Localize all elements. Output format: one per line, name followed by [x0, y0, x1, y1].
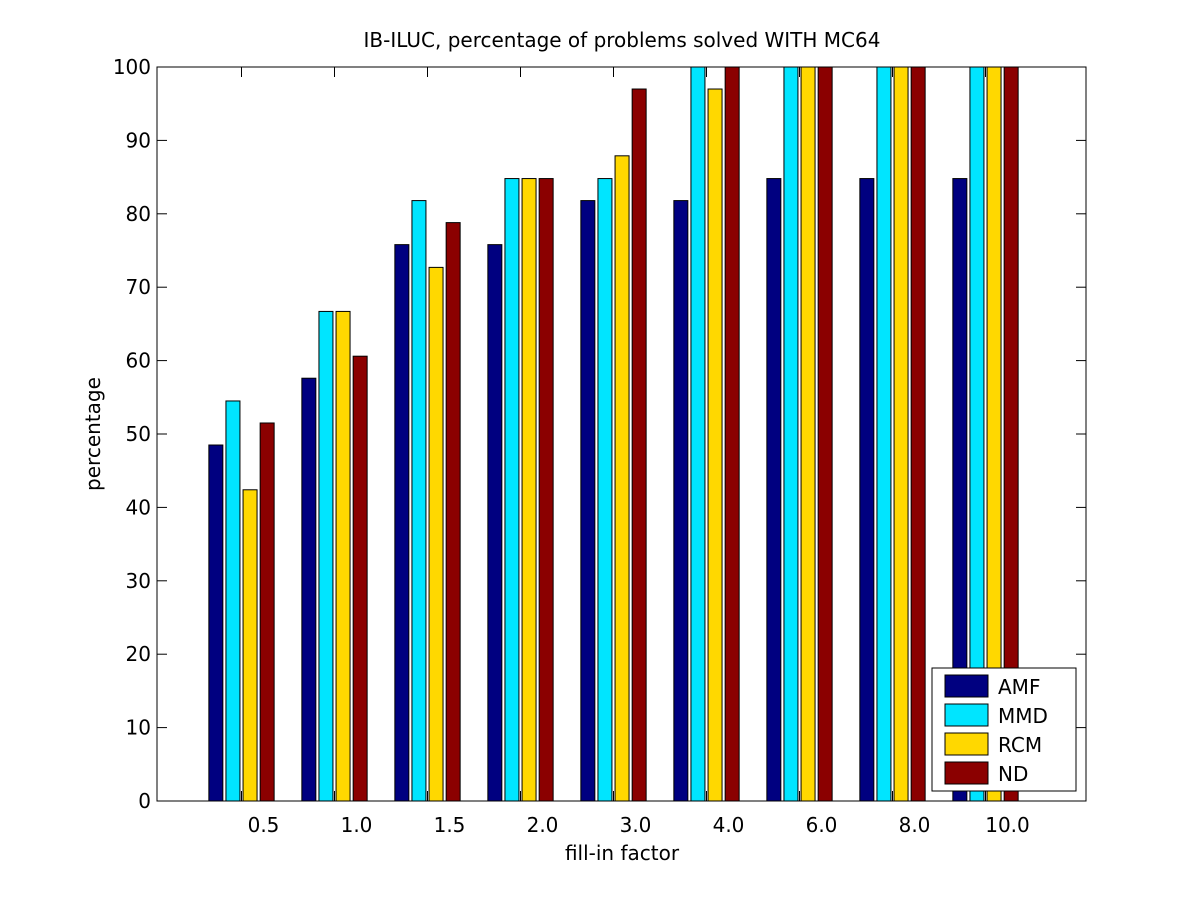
legend-swatch-rcm [944, 732, 989, 756]
x-tick-label: 4.0 [713, 813, 745, 837]
y-tick-label: 50 [126, 422, 151, 446]
x-tick-label: 3.0 [620, 813, 652, 837]
x-axis-label: fill-in factor [565, 841, 680, 865]
bar-rcm-1.5 [428, 266, 444, 802]
bar-rcm-4.0 [707, 88, 723, 802]
bar-mmd-4.0 [690, 66, 706, 802]
bar-nd-3.0 [631, 88, 647, 802]
bar-rcm-2.0 [521, 178, 537, 802]
bar-mmd-1.0 [318, 310, 334, 802]
legend-label-amf: AMF [998, 675, 1040, 699]
bar-nd-6.0 [817, 66, 833, 802]
bar-amf-6.0 [766, 178, 782, 802]
bar-rcm-10.0 [986, 66, 1002, 802]
x-tick-label: 1.0 [341, 813, 373, 837]
chart-title: IB-ILUC, percentage of problems solved W… [364, 28, 881, 52]
bar-amf-4.0 [673, 200, 689, 802]
bar-mmd-3.0 [597, 178, 613, 802]
bar-nd-2.0 [538, 178, 554, 802]
y-axis-label: percentage [81, 377, 105, 491]
bar-amf-8.0 [859, 178, 875, 802]
legend-swatch-nd [944, 761, 989, 785]
legend-label-nd: ND [998, 762, 1028, 786]
bar-rcm-0.5 [242, 489, 258, 802]
bar-mmd-8.0 [876, 66, 892, 802]
x-tick-label: 2.0 [527, 813, 559, 837]
x-tick-label: 0.5 [248, 813, 280, 837]
bar-nd-1.5 [445, 222, 461, 802]
y-tick-label: 0 [138, 789, 151, 813]
y-tick-label: 30 [126, 569, 151, 593]
bar-amf-1.5 [394, 244, 410, 802]
legend-label-rcm: RCM [998, 733, 1042, 757]
plot-area: 0 10 20 30 40 50 60 70 80 90 100 0.5 1.0 1.5 2.0 3.0 4.0… [113, 55, 1087, 837]
y-tick-label: 40 [126, 495, 151, 519]
bar-nd-8.0 [910, 66, 926, 802]
x-tick-label: 6.0 [806, 813, 838, 837]
y-tick-label: 20 [126, 642, 151, 666]
x-tick-label: 8.0 [899, 813, 931, 837]
legend-swatch-mmd [944, 703, 989, 727]
bar-mmd-0.5 [225, 400, 241, 802]
legend-swatch-amf [944, 674, 989, 698]
bar-rcm-1.0 [335, 310, 351, 802]
bar-amf-0.5 [208, 444, 224, 802]
bar-amf-10.0 [952, 178, 968, 802]
y-tick-label: 60 [126, 349, 151, 373]
x-tick-label: 10.0 [985, 813, 1030, 837]
x-tick-label: 1.5 [434, 813, 466, 837]
bar-nd-10.0 [1003, 66, 1019, 802]
bar-amf-1.0 [301, 377, 317, 802]
y-tick-label: 70 [126, 275, 151, 299]
y-tick-label: 80 [126, 202, 151, 226]
bar-nd-4.0 [724, 66, 740, 802]
bar-mmd-10.0 [969, 66, 985, 802]
y-tick-label: 100 [113, 55, 151, 79]
y-tick-label: 10 [126, 716, 151, 740]
legend: AMF MMD RCM ND [931, 667, 1077, 792]
bar-rcm-6.0 [800, 66, 816, 802]
bar-amf-2.0 [487, 244, 503, 802]
bar-rcm-8.0 [893, 66, 909, 802]
bar-mmd-6.0 [783, 66, 799, 802]
bar-nd-1.0 [352, 355, 368, 802]
bar-amf-3.0 [580, 200, 596, 802]
bar-nd-0.5 [259, 422, 275, 802]
bar-mmd-1.5 [411, 200, 427, 802]
legend-label-mmd: MMD [998, 704, 1048, 728]
bar-rcm-3.0 [614, 155, 630, 802]
bar-mmd-2.0 [504, 178, 520, 802]
y-tick-label: 90 [126, 128, 151, 152]
